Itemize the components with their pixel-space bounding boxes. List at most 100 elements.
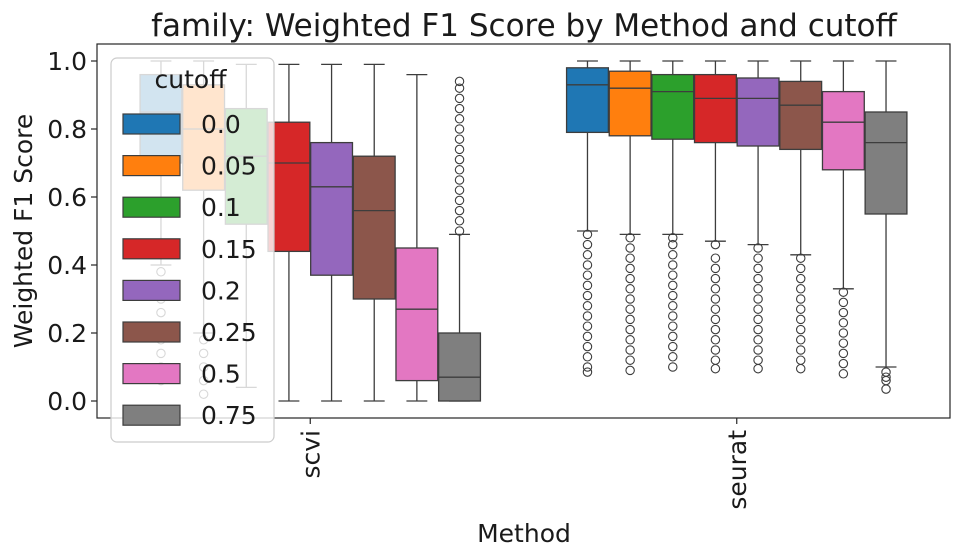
outlier-point (795, 363, 806, 374)
legend-swatch (122, 113, 181, 135)
box-scvi-0.2 (310, 63, 354, 402)
box-iqr (864, 111, 908, 215)
y-tick-label: 0.0 (47, 387, 87, 416)
outlier-point (881, 372, 891, 382)
outlier-point (795, 314, 806, 325)
legend-swatch (122, 155, 181, 177)
outlier-point (454, 216, 465, 226)
box-scvi-0.5 (395, 73, 439, 402)
outlier-point (582, 362, 593, 372)
outlier-point (454, 195, 465, 206)
outlier-point (753, 335, 763, 345)
outlier-point (454, 124, 465, 134)
y-tick-label: 1.0 (47, 47, 87, 76)
outlier-point (582, 341, 593, 352)
outlier-point (668, 260, 678, 270)
outlier-point (668, 321, 678, 331)
chart-title: family: Weighted F1 Score by Method and … (151, 8, 897, 44)
legend-label: 0.25 (201, 318, 257, 347)
outlier-point (795, 294, 806, 304)
legend-swatch (122, 238, 181, 260)
y-tick-label: 0.4 (47, 251, 87, 280)
outlier-point (582, 331, 593, 342)
outlier-point (454, 93, 465, 104)
outlier-point (795, 345, 806, 355)
outlier-point (710, 363, 721, 374)
legend-label: 0.5 (201, 360, 241, 389)
outlier-point (625, 263, 635, 274)
outlier-point (710, 284, 721, 294)
outlier-point (582, 367, 593, 377)
outlier-point (625, 273, 635, 284)
legend-label: 0.75 (201, 401, 257, 430)
box-seurat-0.15 (693, 60, 737, 374)
outlier-point (582, 260, 593, 270)
axes-frame (96, 43, 951, 419)
outlier-point (454, 175, 465, 185)
outlier-point (710, 273, 721, 284)
outlier-point (753, 324, 763, 335)
outlier-point (454, 114, 465, 124)
outlier-point (625, 335, 635, 345)
box-seurat-0.2 (736, 60, 780, 374)
outlier-point (753, 263, 763, 274)
outlier-point (838, 307, 849, 318)
y-tick-label: 0.6 (47, 183, 87, 212)
box-iqr (736, 77, 780, 147)
box-seurat-0.75 (864, 60, 908, 394)
box-scvi-0.75 (437, 76, 482, 402)
outlier-point (838, 318, 849, 328)
outlier-point (625, 294, 635, 304)
legend-title: cutoff (155, 65, 228, 94)
outlier-point (881, 384, 891, 394)
y-axis: 0.0 0.2 0.4 0.6 0.8 1.0 (47, 47, 97, 416)
outlier-point (753, 284, 763, 294)
box-iqr (437, 332, 482, 402)
outlier-point (625, 304, 635, 314)
legend-entry-0.15: 0.15 (122, 235, 257, 264)
outlier-point (625, 233, 635, 243)
x-tick-label: seurat (723, 430, 752, 510)
outlier-point (582, 250, 593, 260)
outlier-point (454, 205, 465, 216)
outlier-point (838, 348, 849, 359)
outlier-point (668, 290, 678, 301)
y-axis-label: Weighted F1 Score (9, 114, 38, 349)
outlier-point (582, 270, 593, 280)
outlier-point (795, 263, 806, 274)
box-iqr (779, 80, 823, 151)
box-iqr (267, 121, 311, 253)
legend-entry-0.1: 0.1 (122, 193, 241, 222)
outlier-point (710, 345, 721, 355)
outlier-point (838, 297, 849, 308)
outlier-point (795, 304, 806, 314)
outlier-point (710, 355, 721, 365)
outlier-point (668, 280, 678, 291)
outlier-point (454, 134, 465, 144)
x-tick-label: scvi (296, 430, 325, 479)
box-iqr (608, 70, 652, 137)
box-iqr (395, 247, 439, 382)
outlier-point (625, 365, 635, 376)
outlier-point (753, 363, 763, 374)
legend-entry-0.75: 0.75 (122, 401, 257, 430)
legend-entry-0.5: 0.5 (122, 360, 241, 389)
outlier-point (753, 345, 763, 355)
outlier-point (454, 144, 465, 155)
outlier-point (625, 253, 635, 263)
outlier-point (668, 239, 678, 250)
outlier-point (795, 273, 806, 284)
outlier-point (582, 311, 593, 321)
outlier-point (838, 338, 849, 348)
box-seurat-0.25 (779, 60, 823, 374)
legend-entry-0.25: 0.25 (122, 318, 257, 347)
legend-entry-0.0: 0.0 (122, 110, 241, 139)
outlier-point (838, 358, 849, 369)
box-seurat-0.1 (651, 60, 695, 372)
outlier-point (795, 253, 806, 263)
legend-swatch (122, 363, 181, 385)
box-scvi-0.25 (352, 63, 396, 402)
legend-label: 0.0 (201, 110, 241, 139)
outlier-point (710, 263, 721, 274)
